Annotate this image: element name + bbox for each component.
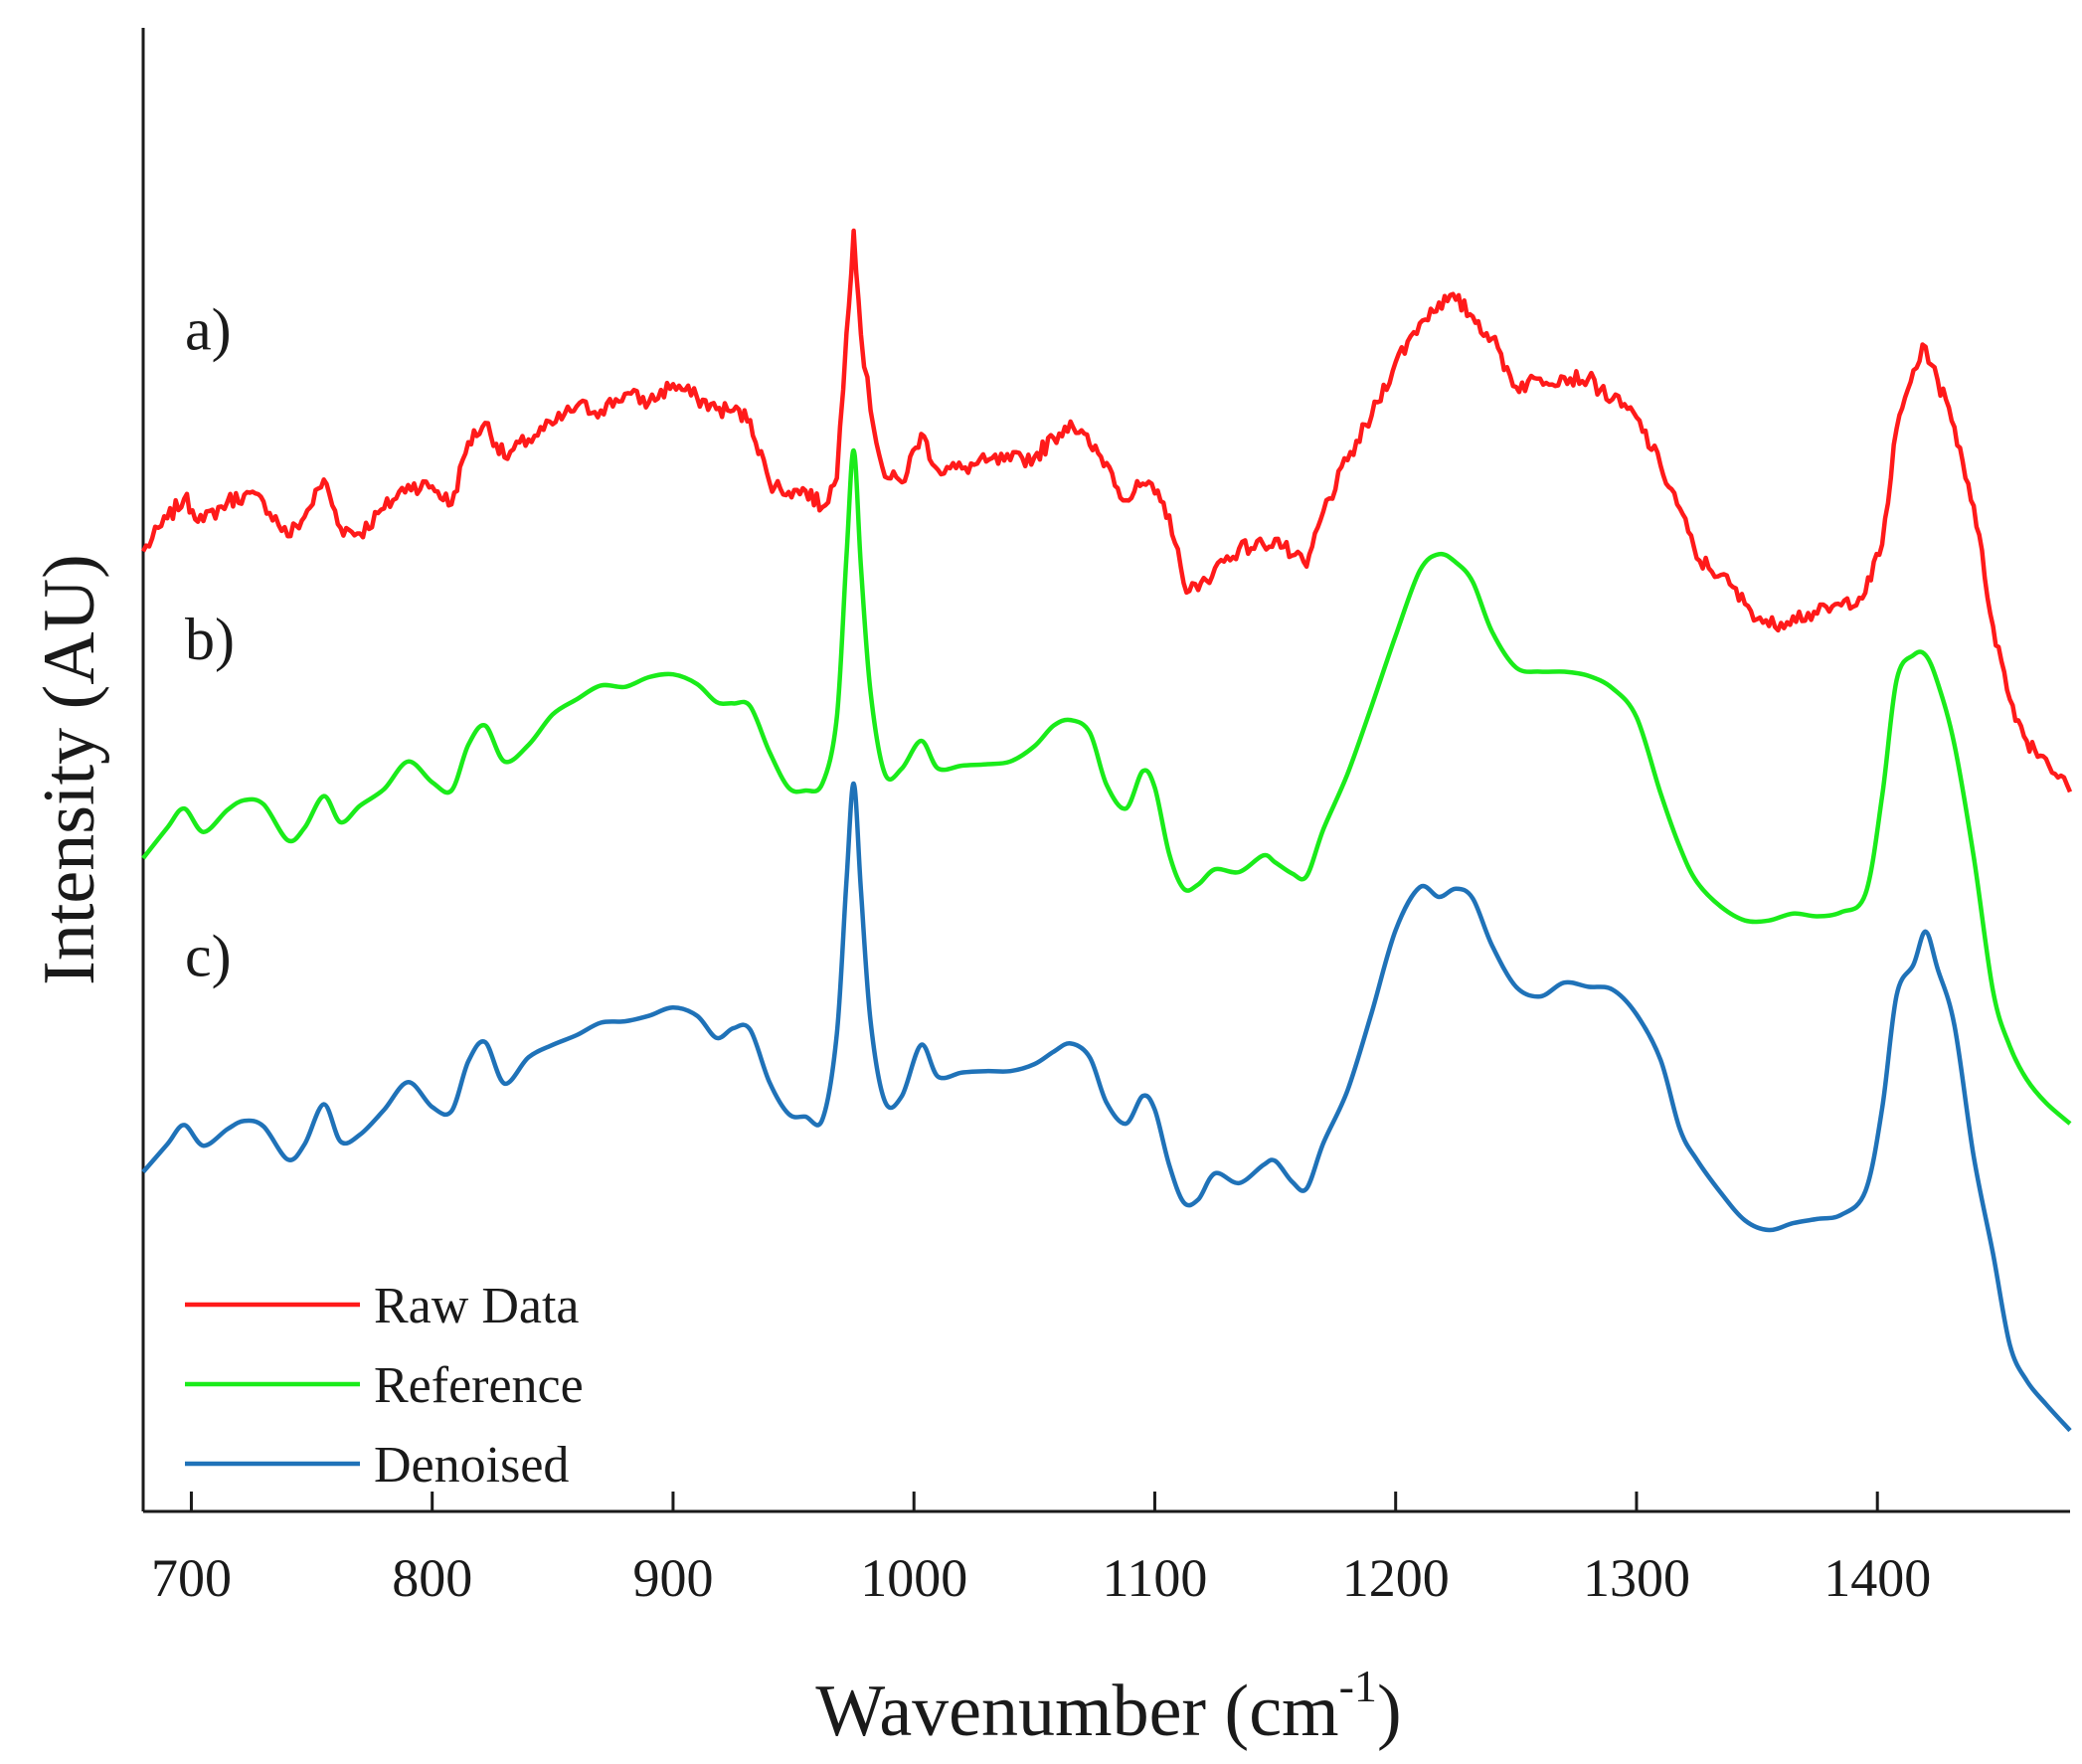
- series-line-raw-data: [141, 228, 2073, 794]
- legend-label-denoised: Denoised: [374, 1437, 569, 1494]
- x-tick-label-1400: 1400: [1823, 1548, 1931, 1608]
- x-tick-label-1100: 1100: [1102, 1548, 1207, 1608]
- panel-label-a: a): [185, 297, 232, 363]
- y-axis-title: Intensity (AU): [29, 554, 110, 985]
- x-axis-title-suffix: ): [1377, 1671, 1402, 1752]
- legend: Raw Data Reference Denoised: [185, 1278, 584, 1494]
- x-axis-title-main: Wavenumber (cm: [815, 1671, 1338, 1752]
- x-axis-title: Wavenumber (cm-1): [815, 1661, 1401, 1752]
- legend-label-reference: Reference: [374, 1357, 584, 1414]
- x-tick-label-1300: 1300: [1583, 1548, 1690, 1608]
- x-tick-label-1200: 1200: [1342, 1548, 1450, 1608]
- series-group: [141, 228, 2073, 1433]
- x-tick-label-800: 800: [392, 1548, 472, 1608]
- x-tick-label-1000: 1000: [860, 1548, 967, 1608]
- x-axis-title-superscript: -1: [1339, 1661, 1377, 1711]
- panel-label-c: c): [185, 923, 232, 988]
- x-ticks: 700 800 900 1000 1100 1200 1300 1400: [151, 1492, 1931, 1608]
- legend-label-raw-data: Raw Data: [374, 1278, 579, 1334]
- plot-area: 700 800 900 1000 1100 1200 1300 1400 a) b) c): [141, 28, 2073, 1608]
- panel-labels: a) b) c): [185, 297, 235, 989]
- x-tick-label-900: 900: [632, 1548, 713, 1608]
- x-tick-label-700: 700: [151, 1548, 232, 1608]
- series-line-denoised: [141, 781, 2072, 1433]
- panel-label-b: b): [185, 607, 235, 672]
- series-line-reference: [141, 447, 2072, 1126]
